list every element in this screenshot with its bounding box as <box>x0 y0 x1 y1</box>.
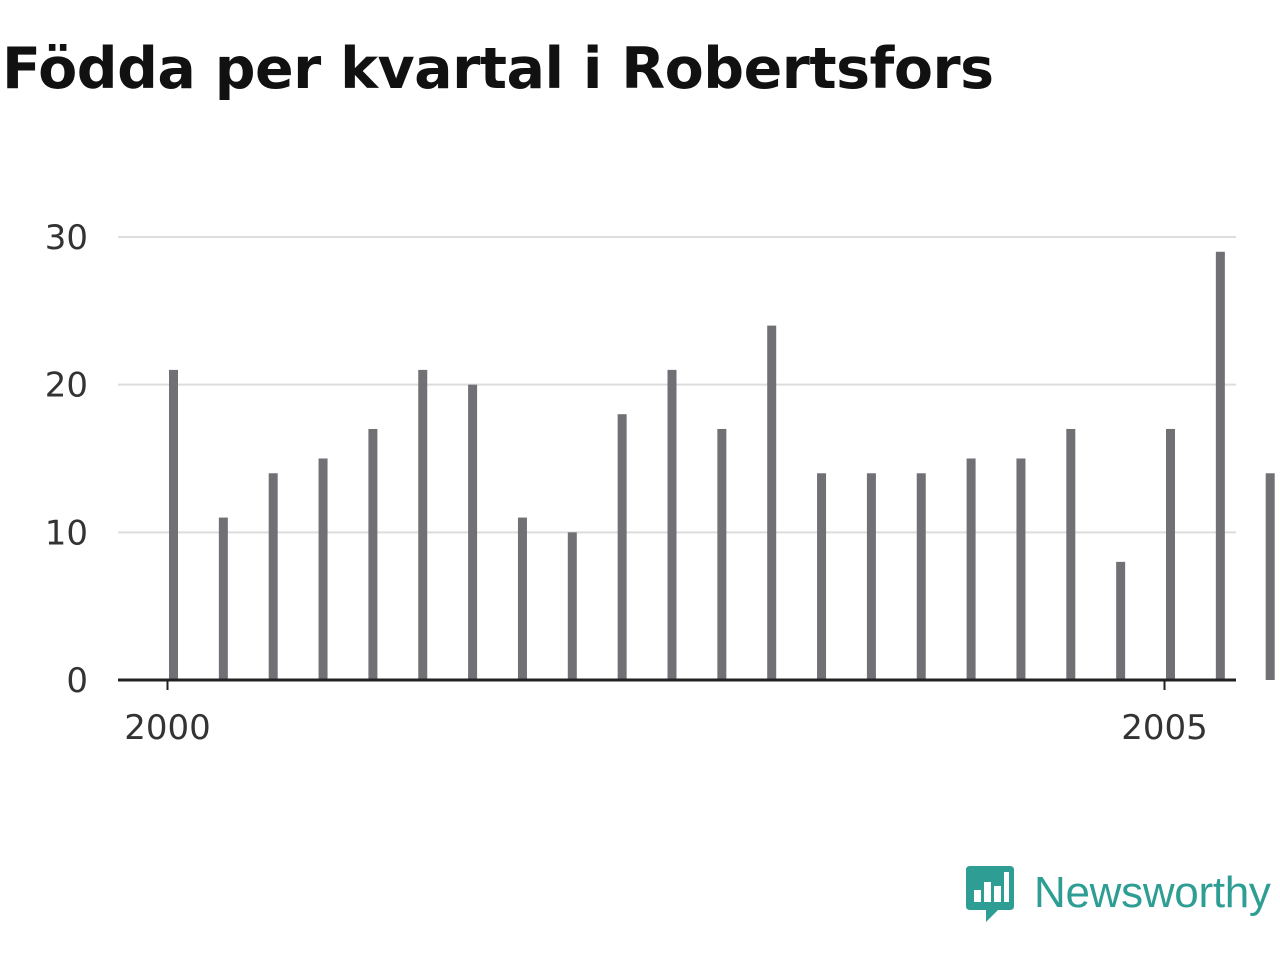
bar <box>567 532 577 680</box>
y-tick-label: 20 <box>45 366 88 406</box>
bars <box>169 251 1275 680</box>
bar <box>368 428 378 680</box>
chart-title: Födda per kvartal i Robertsfors <box>2 36 994 102</box>
brand-name: Newsworthy <box>1034 868 1271 917</box>
bar <box>1215 251 1225 680</box>
bar <box>517 517 527 680</box>
newsworthy-logo: Newsworthy <box>964 862 1271 924</box>
x-tick-label: 2000 <box>124 708 211 748</box>
bar <box>1166 428 1175 680</box>
y-tick-label: 0 <box>66 661 88 701</box>
y-tick-label: 30 <box>45 218 88 258</box>
bar <box>966 458 976 680</box>
axes: 0102030200020052010201520202025 <box>45 218 1236 748</box>
bar <box>817 473 827 680</box>
bar <box>169 369 178 680</box>
x-tick-label: 2005 <box>1121 708 1208 748</box>
bar <box>717 428 727 680</box>
gridlines <box>118 236 1236 534</box>
bar <box>916 473 926 680</box>
bar <box>218 517 228 680</box>
bar <box>1116 561 1126 680</box>
bar <box>1016 458 1026 680</box>
bar <box>418 369 428 680</box>
bar <box>468 384 478 680</box>
bar <box>268 473 278 680</box>
y-tick-label: 10 <box>45 513 88 553</box>
bar <box>617 414 627 680</box>
bar <box>767 325 777 680</box>
bar-chart-logo-icon <box>966 866 1014 922</box>
bar <box>667 369 677 680</box>
bar <box>318 458 328 680</box>
bar <box>1066 428 1076 680</box>
bar <box>866 473 876 680</box>
bar <box>1265 473 1275 680</box>
